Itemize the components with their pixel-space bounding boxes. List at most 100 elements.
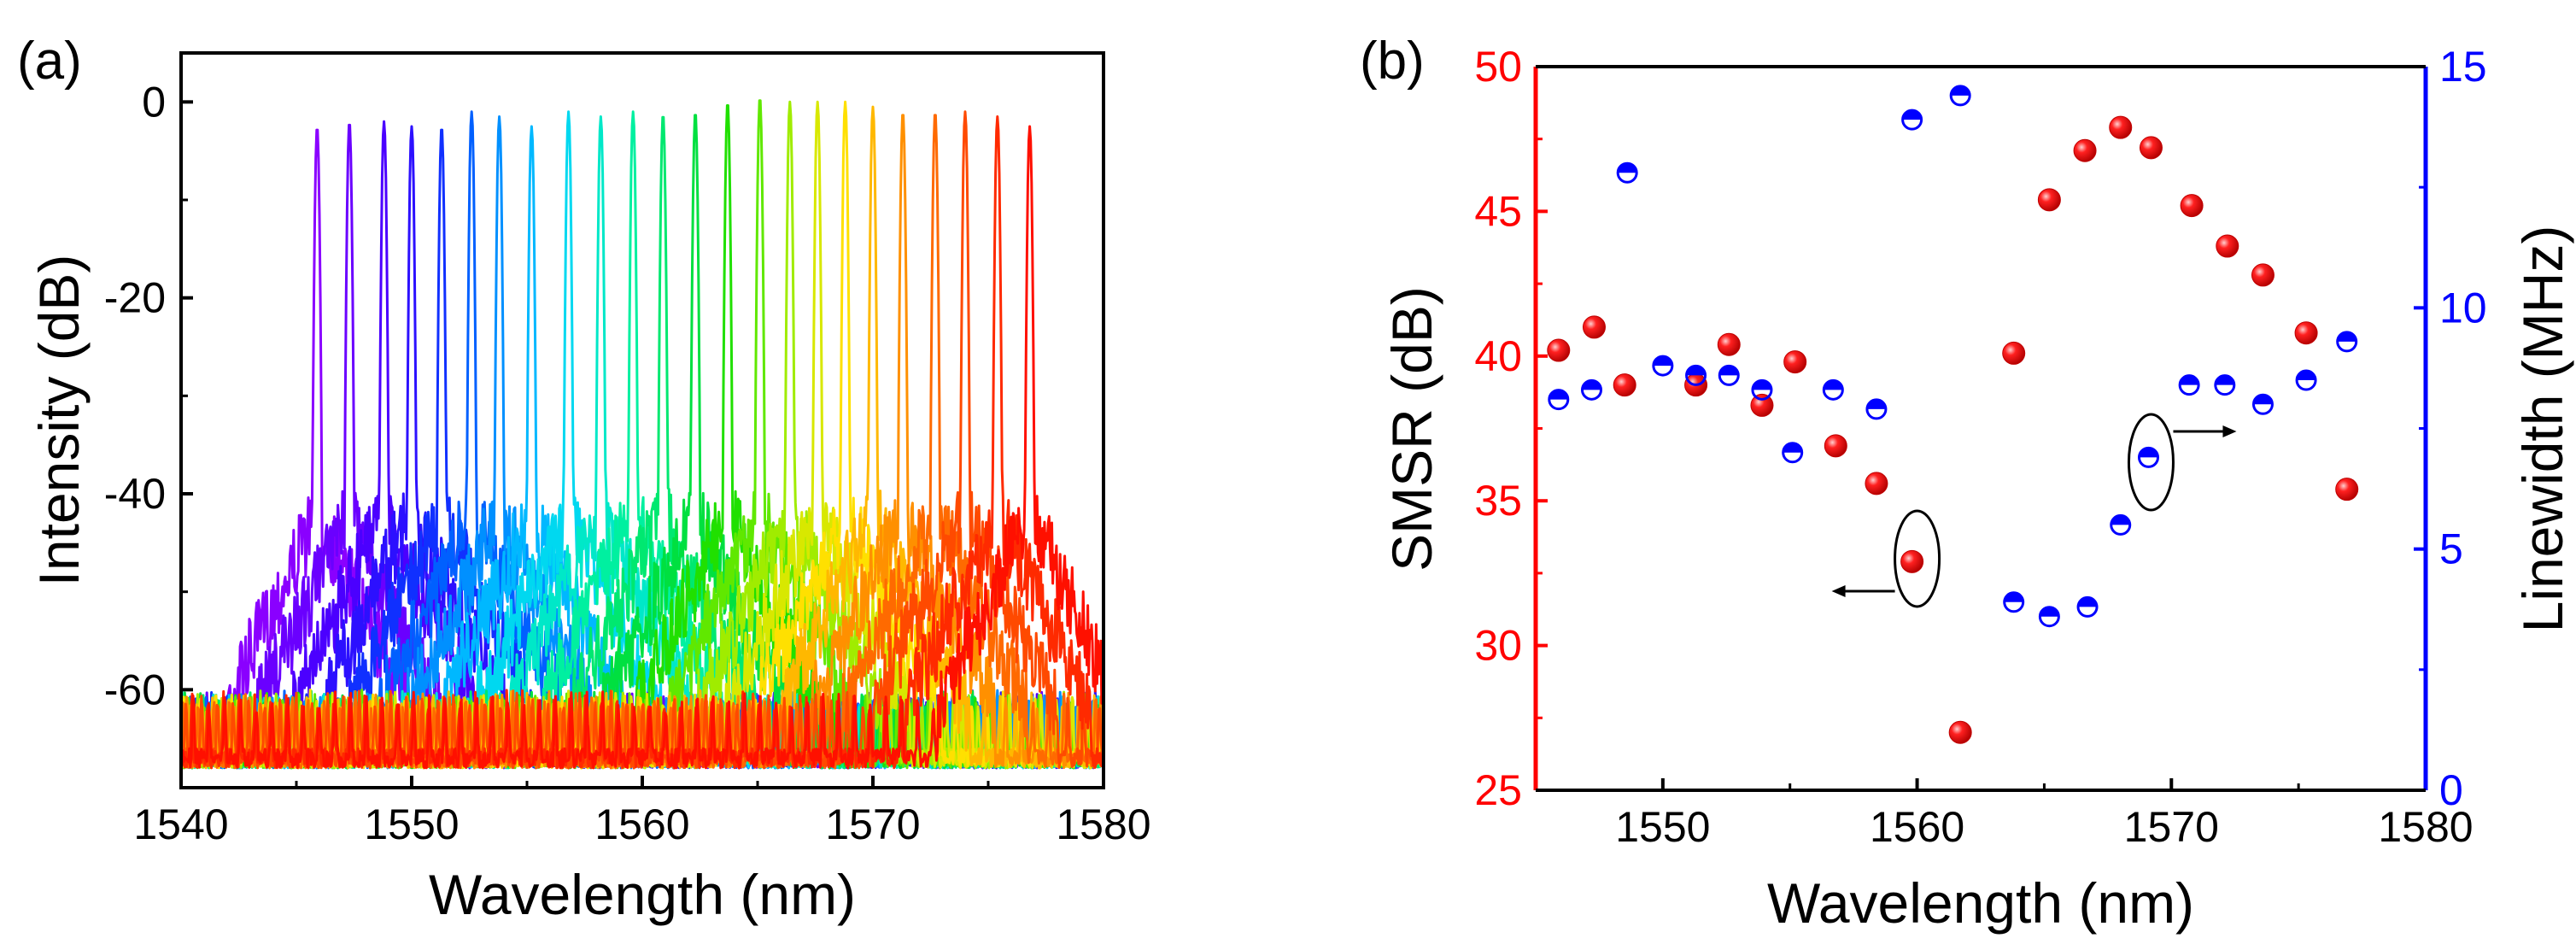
smsr-point xyxy=(1613,373,1636,397)
smsr-point xyxy=(1547,338,1571,362)
panel-a-label: (a) xyxy=(17,32,82,91)
y-tick-label: -20 xyxy=(104,274,166,322)
linewidth-point-ring xyxy=(2003,591,2025,613)
spectrum-line xyxy=(181,125,1104,770)
linewidth-point-ring xyxy=(2336,331,2358,353)
x-tick-label: 1550 xyxy=(364,800,459,848)
linewidth-point xyxy=(1718,364,1740,386)
x-tick-label: 1540 xyxy=(133,800,228,848)
linewidth-point-ring xyxy=(1901,108,1923,131)
panel-b-smsr-linewidth-chart: (b) 1550 1560 1570 1580 25 30 35 40 45 50 0 5 10 15 W… xyxy=(1360,32,2574,935)
panel-b-label: (b) xyxy=(1360,32,1425,91)
left-y-tick-label: 35 xyxy=(1474,477,1522,525)
linewidth-point-ring xyxy=(2110,513,2132,536)
panel-a-y-axis-label: Intensity (dB) xyxy=(27,255,91,587)
linewidth-point xyxy=(2137,446,2159,468)
linewidth-point-ring xyxy=(1718,364,1740,386)
smsr-point xyxy=(2139,136,2163,160)
linewidth-point xyxy=(1901,108,1923,131)
x-tick-label: 1560 xyxy=(1870,803,1964,851)
indicator-arrow-head xyxy=(1831,584,1846,597)
linewidth-point-ring xyxy=(2251,393,2274,415)
x-tick-label: 1550 xyxy=(1615,803,1710,851)
panel-b-annotations xyxy=(1831,413,2237,608)
panel-a-spectrum-chart: (a) 1540 1550 1560 1570 1580 0 -20 -40 -60 Wavel… xyxy=(17,32,1151,926)
linewidth-point-ring xyxy=(1616,161,1638,184)
smsr-point xyxy=(2180,194,2204,218)
smsr-point xyxy=(1717,332,1741,356)
smsr-point xyxy=(2037,188,2061,212)
linewidth-point xyxy=(1751,378,1773,401)
smsr-point xyxy=(2109,115,2133,139)
smsr-point xyxy=(2073,138,2097,162)
spectra-group xyxy=(181,99,1104,770)
linewidth-point-ring xyxy=(2178,374,2200,396)
panel-b-x-axis-label: Wavelength (nm) xyxy=(1767,871,2194,935)
linewidth-point xyxy=(2336,331,2358,353)
smsr-point xyxy=(1783,350,1807,374)
left-y-tick-label: 30 xyxy=(1474,622,1522,670)
linewidth-point xyxy=(2003,591,2025,613)
indicator-arrow-head xyxy=(2222,425,2237,438)
linewidth-point xyxy=(1548,389,1570,411)
linewidth-point-ring xyxy=(1822,378,1844,401)
linewidth-point xyxy=(1865,398,1888,420)
right-y-tick-label: 10 xyxy=(2439,284,2487,331)
linewidth-point-ring xyxy=(1580,378,1602,401)
linewidth-point-ring xyxy=(2137,446,2159,468)
right-y-tick-label: 15 xyxy=(2439,43,2487,91)
left-y-tick-label: 45 xyxy=(1474,187,1522,235)
left-y-tick-label: 25 xyxy=(1474,766,1522,814)
smsr-point xyxy=(1900,549,1924,573)
linewidth-point xyxy=(2295,369,2317,391)
smsr-point xyxy=(2294,321,2318,345)
x-tick-label: 1580 xyxy=(1056,800,1150,848)
x-tick-label: 1560 xyxy=(594,800,689,848)
panel-b-ticks: 1550 1560 1570 1580 25 30 35 40 45 50 0 5 10 15 xyxy=(1474,43,2486,851)
linewidth-point xyxy=(2038,606,2060,628)
smsr-point xyxy=(1582,315,1606,339)
linewidth-point xyxy=(1822,378,1844,401)
smsr-point xyxy=(2002,341,2026,365)
linewidth-point xyxy=(1652,355,1674,377)
linewidth-point xyxy=(2214,374,2236,396)
linewidth-point-ring xyxy=(2295,369,2317,391)
indicator-ellipse xyxy=(1894,509,1941,608)
smsr-point xyxy=(2335,478,2359,501)
linewidth-point-ring xyxy=(1652,355,1674,377)
linewidth-point xyxy=(1782,442,1804,464)
panel-a-x-axis-label: Wavelength (nm) xyxy=(429,863,856,926)
spectrum-line xyxy=(181,110,1104,770)
y-tick-label: -40 xyxy=(104,470,166,518)
linewidth-point xyxy=(2110,513,2132,536)
linewidth-point xyxy=(2251,393,2274,415)
linewidth-point-ring xyxy=(1865,398,1888,420)
smsr-point xyxy=(2251,263,2274,287)
smsr-point xyxy=(1948,720,1972,744)
linewidth-point-ring xyxy=(1751,378,1773,401)
linewidth-point xyxy=(1580,378,1602,401)
right-y-tick-label: 5 xyxy=(2439,525,2463,573)
panel-a-ticks: 1540 1550 1560 1570 1580 0 -20 -40 -60 xyxy=(104,78,1151,848)
linewidth-point xyxy=(1685,364,1707,386)
panel-b-right-y-axis-label: Linewidth (MHz) xyxy=(2511,226,2574,633)
panel-b-points xyxy=(1547,85,2359,744)
x-tick-label: 1570 xyxy=(2124,803,2219,851)
linewidth-point-ring xyxy=(2214,374,2236,396)
linewidth-point-ring xyxy=(1685,364,1707,386)
linewidth-point-ring xyxy=(1548,389,1570,411)
left-y-tick-label: 40 xyxy=(1474,332,1522,380)
smsr-point xyxy=(1865,472,1888,496)
x-tick-label: 1570 xyxy=(825,800,920,848)
y-tick-label: 0 xyxy=(142,78,166,126)
linewidth-point-ring xyxy=(2038,606,2060,628)
y-tick-label: -60 xyxy=(104,666,166,713)
linewidth-point-ring xyxy=(1949,85,1971,107)
linewidth-point-ring xyxy=(2076,595,2099,618)
smsr-point xyxy=(1750,393,1774,417)
linewidth-point xyxy=(2076,595,2099,618)
linewidth-point xyxy=(2178,374,2200,396)
smsr-point xyxy=(2216,234,2239,258)
linewidth-point xyxy=(1949,85,1971,107)
